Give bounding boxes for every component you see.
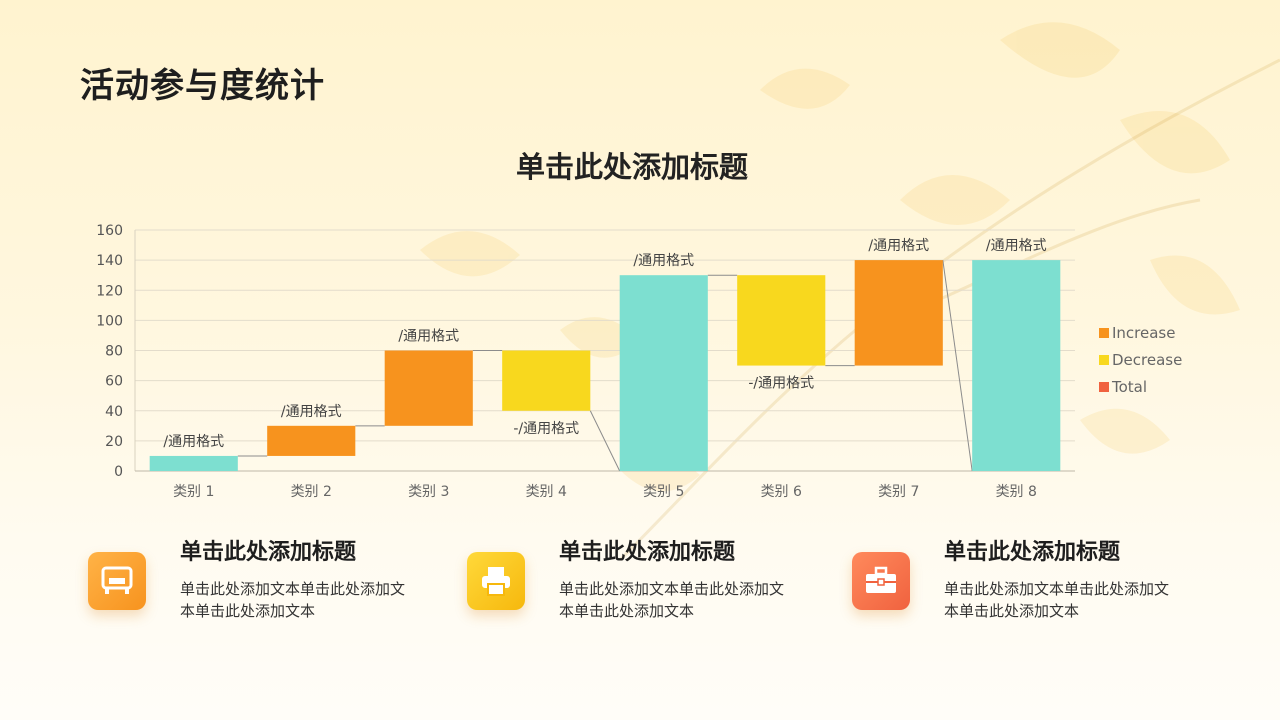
legend-swatch [1099, 328, 1109, 338]
y-tick-label: 100 [96, 313, 123, 329]
feature-title: 单击此处添加标题 [180, 540, 357, 565]
x-tick-label: 类别 4 [526, 484, 567, 500]
sofa-icon [88, 552, 146, 610]
y-tick-label: 140 [96, 253, 123, 269]
legend-swatch [1099, 382, 1109, 392]
data-label: /通用格式 [163, 434, 224, 450]
x-tick-label: 类别 7 [878, 484, 919, 500]
feature-text: 单击此处添加文本单击此处添加文本单击此处添加文本 [944, 580, 1170, 620]
data-label: -/通用格式 [748, 376, 814, 392]
legend-label: Decrease [1112, 351, 1182, 369]
printer-icon [467, 552, 525, 610]
x-tick-label: 类别 3 [408, 484, 449, 500]
chart-title: 单击此处添加标题 [515, 150, 748, 184]
legend-swatch [1099, 355, 1109, 365]
x-tick-label: 类别 1 [173, 484, 214, 500]
connector-line [942, 260, 973, 472]
legend-label: Increase [1112, 324, 1175, 342]
legend-label: Total [1111, 378, 1147, 396]
data-label: /通用格式 [986, 238, 1047, 254]
y-tick-label: 160 [96, 223, 123, 239]
bar-increase [267, 425, 356, 456]
data-label: /通用格式 [633, 253, 694, 269]
bar-increase [854, 260, 943, 366]
y-tick-label: 0 [114, 464, 123, 480]
y-tick-label: 80 [105, 344, 123, 360]
bar-total [972, 260, 1061, 471]
feature-text: 单击此处添加文本单击此处添加文本单击此处添加文本 [180, 580, 406, 620]
sofa-icon-glyph [101, 566, 133, 594]
feature-text: 单击此处添加文本单击此处添加文本单击此处添加文本 [559, 580, 785, 620]
connector-line [589, 410, 621, 472]
printer-icon-glyph [482, 567, 510, 596]
bar-decrease [502, 350, 591, 411]
data-label: /通用格式 [398, 329, 459, 345]
bar-total [149, 455, 238, 471]
y-tick-label: 40 [105, 404, 123, 420]
feature-title: 单击此处添加标题 [559, 540, 736, 565]
toolbox-icon [852, 552, 910, 610]
x-tick-label: 类别 8 [996, 484, 1037, 500]
x-tick-label: 类别 5 [643, 484, 684, 500]
data-label: /通用格式 [281, 404, 342, 420]
toolbox-icon-glyph [866, 566, 896, 593]
data-label: /通用格式 [868, 238, 929, 254]
feature-title: 单击此处添加标题 [944, 540, 1121, 565]
bar-decrease [737, 275, 826, 366]
y-tick-label: 120 [96, 283, 123, 299]
y-tick-label: 20 [105, 434, 123, 450]
x-tick-label: 类别 2 [291, 484, 332, 500]
bar-total [619, 275, 708, 471]
data-label: -/通用格式 [513, 421, 579, 437]
page-title: 活动参与度统计 [80, 66, 325, 106]
bar-increase [384, 350, 473, 426]
x-tick-label: 类别 6 [761, 484, 802, 500]
y-tick-label: 60 [105, 374, 123, 390]
